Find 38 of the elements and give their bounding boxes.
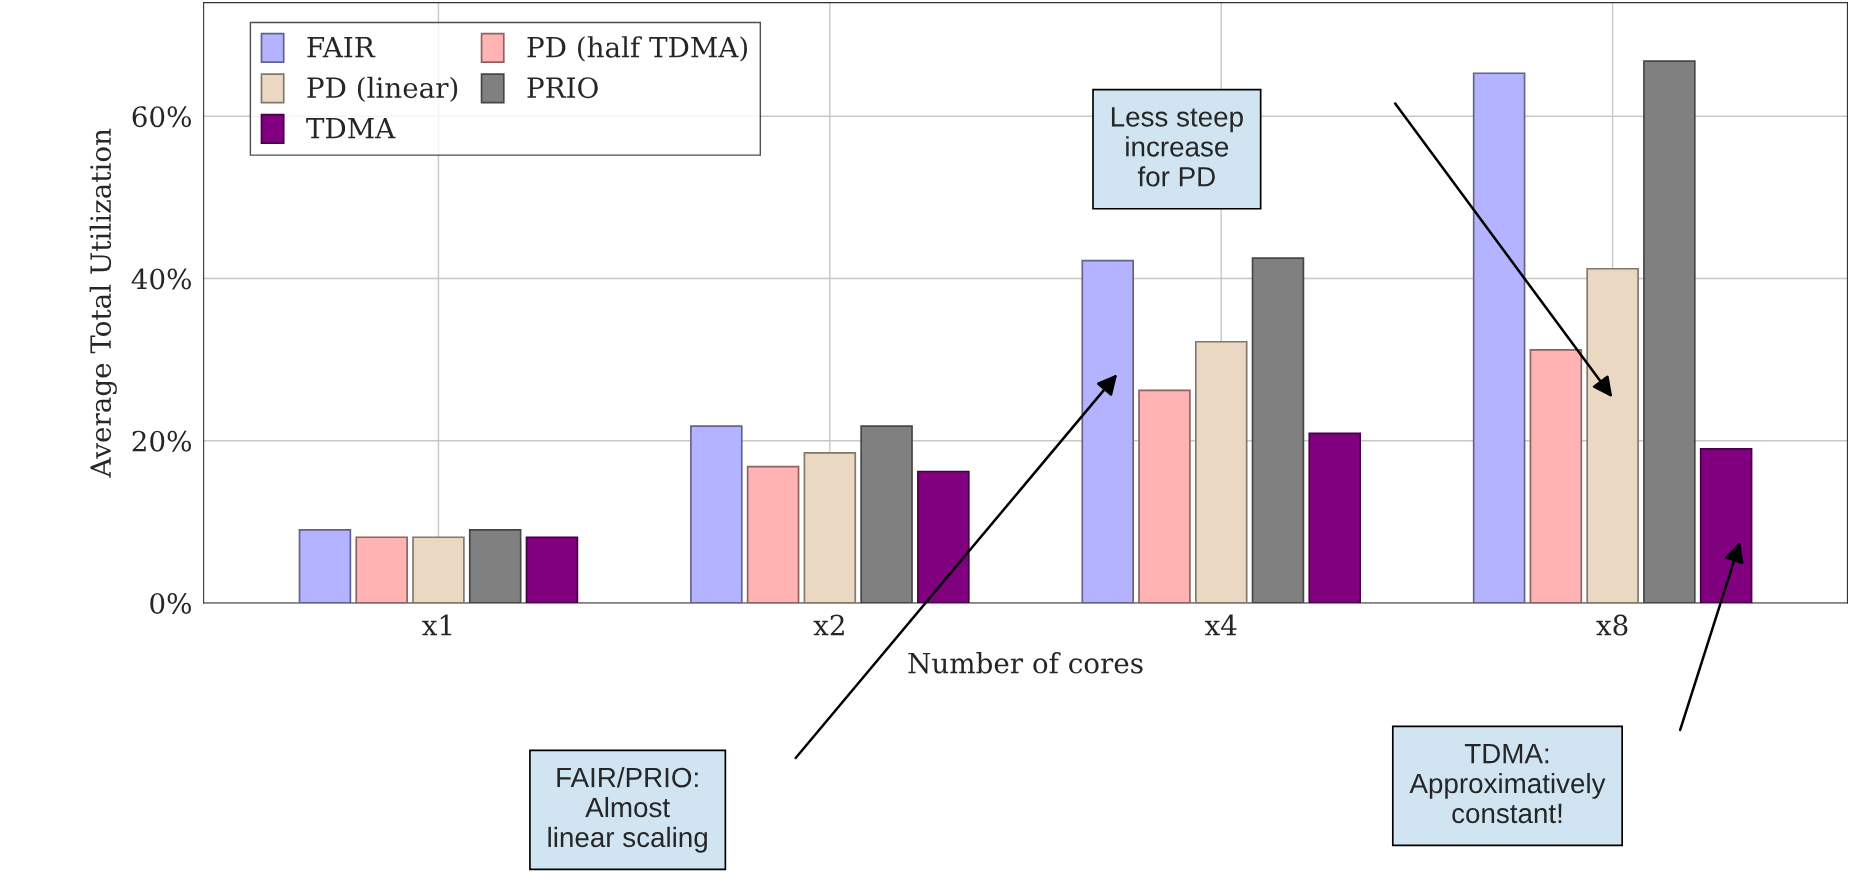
x-axis-title: Number of cores bbox=[908, 652, 1143, 674]
bar bbox=[1699, 447, 1753, 603]
bar bbox=[917, 470, 970, 603]
legend-label: PD (linear) bbox=[307, 76, 458, 103]
x-tick-label: x8 bbox=[1596, 614, 1628, 636]
bar bbox=[412, 536, 465, 603]
bar bbox=[1194, 340, 1248, 603]
bar bbox=[1472, 72, 1526, 603]
y-tick-label: 20% bbox=[132, 430, 191, 452]
annotation: Less steep increase for PD bbox=[1111, 107, 1243, 187]
bar bbox=[860, 425, 913, 603]
y-tick-label: 60% bbox=[132, 106, 191, 128]
bar bbox=[1643, 60, 1696, 603]
legend-label: FAIR bbox=[307, 37, 376, 58]
x-tick-label: x4 bbox=[1204, 614, 1237, 636]
y-axis-title: Average Total Utilization bbox=[89, 128, 117, 478]
bar bbox=[1308, 432, 1362, 603]
legend-label: PRIO bbox=[527, 77, 598, 99]
bar bbox=[746, 465, 800, 603]
bar bbox=[468, 529, 522, 603]
bar bbox=[1529, 349, 1583, 603]
legend-label: TDMA bbox=[306, 118, 396, 139]
text: FAIR/PRIO: Almost linear scaling bbox=[548, 766, 707, 853]
bar bbox=[1138, 389, 1191, 603]
y-tick-label: 40% bbox=[131, 268, 191, 290]
y-tick-label: 0% bbox=[150, 592, 191, 614]
x-tick-label: x1 bbox=[422, 614, 452, 636]
bar bbox=[525, 536, 579, 603]
bar bbox=[355, 536, 408, 603]
bar bbox=[1586, 267, 1639, 603]
x-tick-label: x2 bbox=[813, 614, 844, 636]
bar bbox=[803, 452, 857, 603]
text: TDMA: Approximatively constant! bbox=[1409, 744, 1606, 824]
bar bbox=[690, 425, 743, 603]
bar bbox=[1251, 257, 1305, 603]
legend-label: PD (half TDMA) bbox=[527, 36, 748, 62]
bar bbox=[298, 529, 352, 603]
bar bbox=[1081, 259, 1134, 603]
